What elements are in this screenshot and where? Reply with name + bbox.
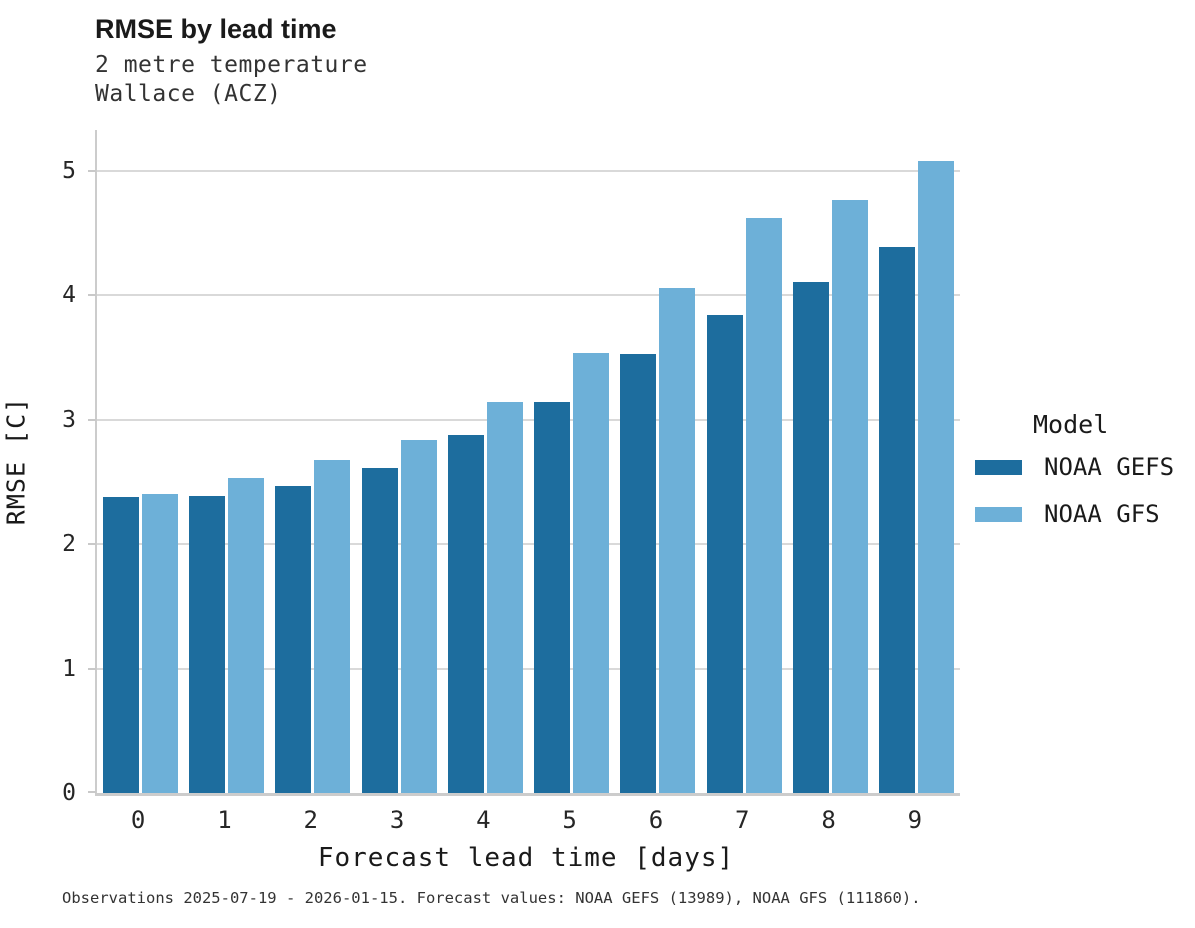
y-tick-mark-3 [88, 418, 96, 421]
bar-noaa-gefs-day-9 [879, 246, 916, 793]
plot-area [88, 130, 960, 796]
x-axis-title: Forecast lead time [days] [317, 843, 735, 873]
x-tick-label-2: 2 [303, 806, 318, 834]
gridline-y-2 [97, 543, 960, 546]
bar-noaa-gefs-day-5 [534, 402, 571, 793]
bar-noaa-gfs-day-4 [486, 402, 523, 793]
y-tick-label-0: 0 [62, 780, 76, 806]
bar-noaa-gefs-day-4 [447, 434, 484, 793]
y-tick-label-1: 1 [62, 655, 76, 682]
chart-title: RMSE by lead time [95, 14, 337, 44]
bar-noaa-gfs-day-7 [745, 218, 782, 793]
bar-noaa-gfs-day-6 [659, 287, 696, 793]
y-tick-label-4: 4 [62, 282, 76, 309]
y-tick-label-5: 5 [62, 158, 76, 185]
y-tick-mark-1 [88, 667, 96, 670]
gridline-y-1 [97, 667, 960, 670]
gridline-y-4 [97, 294, 960, 297]
legend-title: Model [1033, 410, 1109, 439]
legend-label-noaa-gefs: NOAA GEFS [1044, 453, 1175, 481]
bar-noaa-gfs-day-0 [141, 494, 178, 793]
bar-noaa-gfs-day-2 [314, 459, 351, 793]
legend-row-noaa-gefs: NOAA GEFS [975, 453, 1190, 481]
x-tick-label-9: 9 [907, 806, 923, 834]
y-tick-mark-2 [88, 543, 96, 546]
gridline-y-5 [97, 170, 960, 173]
bar-noaa-gefs-day-6 [620, 353, 657, 793]
x-axis-tick-labels: 0 1 2 3 4 5 6 7 8 9 [95, 800, 958, 834]
legend-label-noaa-gfs: NOAA GFS [1044, 500, 1160, 528]
bar-noaa-gefs-day-2 [275, 485, 312, 793]
y-tick-mark-0 [88, 791, 96, 793]
y-tick-mark-5 [88, 170, 96, 173]
x-tick-label-1: 1 [217, 806, 232, 834]
legend-swatch-noaa-gfs [975, 506, 1022, 522]
x-tick-label-4: 4 [476, 806, 491, 834]
bar-noaa-gefs-day-7 [706, 315, 743, 793]
bar-noaa-gefs-day-1 [188, 495, 225, 793]
legend-row-noaa-gfs: NOAA GFS [975, 500, 1190, 528]
x-tick-label-7: 7 [735, 806, 750, 834]
bar-noaa-gfs-day-3 [400, 439, 437, 793]
x-tick-label-5: 5 [562, 806, 577, 834]
bar-noaa-gfs-day-9 [918, 161, 955, 793]
legend-swatch-noaa-gefs [975, 459, 1022, 475]
y-axis-tick-labels: 0 1 2 3 4 5 [0, 130, 76, 806]
bar-noaa-gefs-day-3 [361, 468, 398, 793]
chart-subtitle-location: Wallace (ACZ) [95, 81, 282, 107]
x-tick-label-6: 6 [648, 806, 664, 834]
chart-subtitle-variable: 2 metre temperature [95, 52, 368, 78]
bar-noaa-gfs-day-5 [573, 352, 610, 793]
y-tick-mark-4 [88, 294, 96, 297]
y-tick-label-2: 2 [62, 531, 76, 558]
y-tick-label-3: 3 [62, 406, 76, 433]
legend: Model NOAA GEFS NOAA GFS [975, 410, 1190, 547]
footer-note: Observations 2025-07-19 - 2026-01-15. Fo… [62, 889, 921, 907]
x-tick-label-3: 3 [389, 806, 405, 834]
bar-noaa-gfs-day-8 [832, 199, 869, 793]
bar-noaa-gfs-day-1 [227, 478, 264, 793]
x-tick-label-8: 8 [821, 806, 836, 834]
x-tick-label-0: 0 [130, 806, 146, 834]
gridline-y-3 [97, 418, 960, 421]
bar-noaa-gefs-day-0 [102, 496, 139, 793]
bar-noaa-gefs-day-8 [793, 281, 830, 793]
